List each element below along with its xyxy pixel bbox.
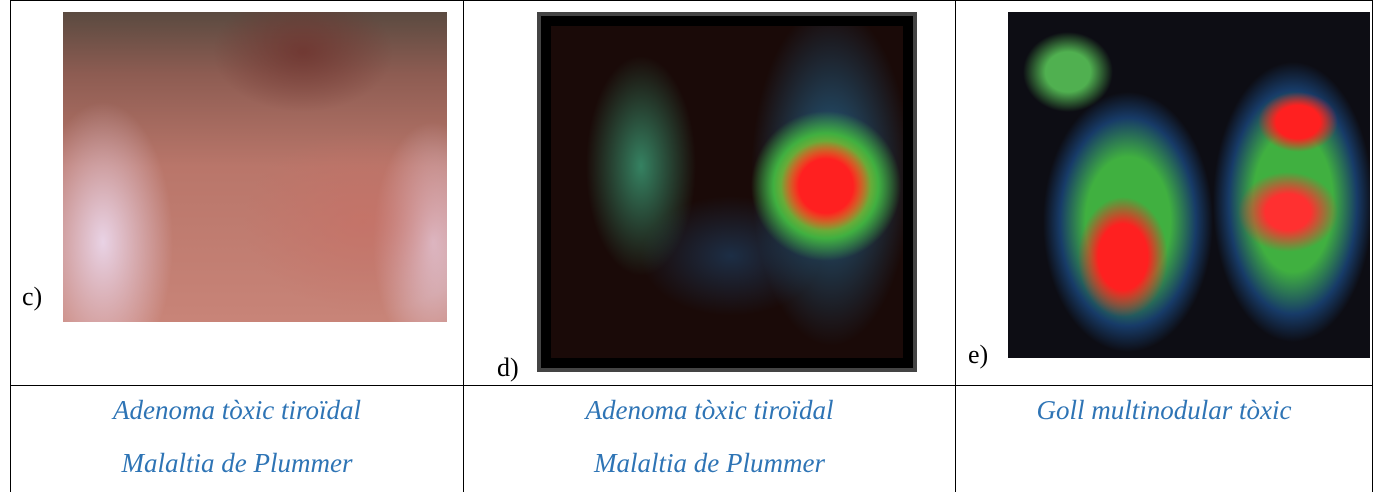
caption-line: Malaltia de Plummer (11, 437, 463, 490)
column-border (1372, 0, 1373, 492)
caption: Goll multinodular tòxic (956, 384, 1372, 437)
caption-line: Adenoma tòxic tiroïdal (11, 384, 463, 437)
panel-label: c) (22, 282, 42, 312)
panel-label: d) (497, 353, 519, 383)
panel-label: e) (968, 340, 988, 370)
table-border (10, 0, 1373, 1)
scan-image (1008, 12, 1370, 358)
caption-line: Goll multinodular tòxic (956, 384, 1372, 437)
caption: Adenoma tòxic tiroïdal Malaltia de Plumm… (11, 384, 463, 490)
scan-image (537, 12, 917, 372)
page: {"table": {"cells": [ {"label": "c)", "c… (0, 0, 1374, 492)
caption: Adenoma tòxic tiroïdal Malaltia de Plumm… (464, 384, 955, 490)
caption-line: Adenoma tòxic tiroïdal (464, 384, 955, 437)
neck-photo (63, 12, 447, 322)
caption-line: Malaltia de Plummer (464, 437, 955, 490)
